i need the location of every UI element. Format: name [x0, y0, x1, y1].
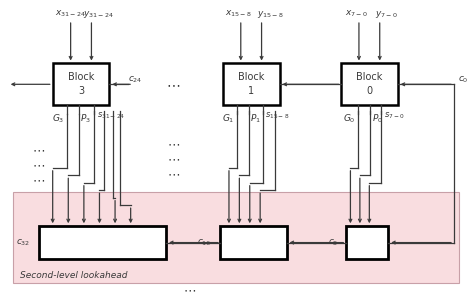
Text: $y_{15-8}$: $y_{15-8}$ — [257, 9, 283, 20]
Text: $x_{7-0}$: $x_{7-0}$ — [345, 9, 368, 20]
Text: $\cdots$: $\cdots$ — [183, 284, 196, 297]
Text: $x_{31-24}$: $x_{31-24}$ — [55, 9, 86, 20]
Text: $c_{24}$: $c_{24}$ — [128, 75, 143, 85]
Text: $P_3$: $P_3$ — [80, 112, 91, 125]
Bar — [53, 63, 109, 105]
Text: 3: 3 — [78, 86, 84, 96]
Text: 1: 1 — [248, 86, 254, 96]
Text: $\cdots$: $\cdots$ — [167, 167, 180, 180]
Text: $y_{7-0}$: $y_{7-0}$ — [375, 9, 398, 20]
Text: $\cdots$: $\cdots$ — [167, 137, 180, 151]
Text: $\cdots$: $\cdots$ — [32, 173, 45, 186]
Bar — [346, 226, 388, 259]
Bar — [220, 226, 287, 259]
Text: Block: Block — [356, 72, 383, 82]
Text: Block: Block — [238, 72, 264, 82]
Text: $c_{16}$: $c_{16}$ — [197, 237, 212, 248]
Text: $\cdots$: $\cdots$ — [32, 143, 45, 157]
Bar — [38, 226, 166, 259]
Text: $\cdots$: $\cdots$ — [32, 158, 45, 171]
Text: $x_{15-8}$: $x_{15-8}$ — [225, 9, 252, 20]
Text: $c_0$: $c_0$ — [458, 75, 469, 85]
Bar — [341, 63, 398, 105]
Text: Block: Block — [68, 72, 94, 82]
Text: 0: 0 — [366, 86, 373, 96]
Text: $y_{31-24}$: $y_{31-24}$ — [83, 9, 114, 20]
Bar — [223, 63, 280, 105]
Text: Second-level lookahead: Second-level lookahead — [19, 271, 127, 280]
Text: $\cdots$: $\cdots$ — [167, 152, 180, 166]
Text: $s_{15-8}$: $s_{15-8}$ — [265, 111, 290, 121]
Text: $s_{31-24}$: $s_{31-24}$ — [97, 111, 125, 121]
Text: $s_{7-0}$: $s_{7-0}$ — [383, 111, 404, 121]
Text: $c_{32}$: $c_{32}$ — [16, 237, 30, 248]
Text: $G_1$: $G_1$ — [222, 112, 235, 125]
Text: $G_0$: $G_0$ — [343, 112, 355, 125]
Bar — [12, 192, 459, 283]
Text: $P_1$: $P_1$ — [250, 112, 261, 125]
Text: $c_8$: $c_8$ — [328, 237, 338, 248]
Text: $G_3$: $G_3$ — [52, 112, 64, 125]
Text: $\cdots$: $\cdots$ — [166, 77, 180, 91]
Text: $P_0$: $P_0$ — [372, 112, 383, 125]
